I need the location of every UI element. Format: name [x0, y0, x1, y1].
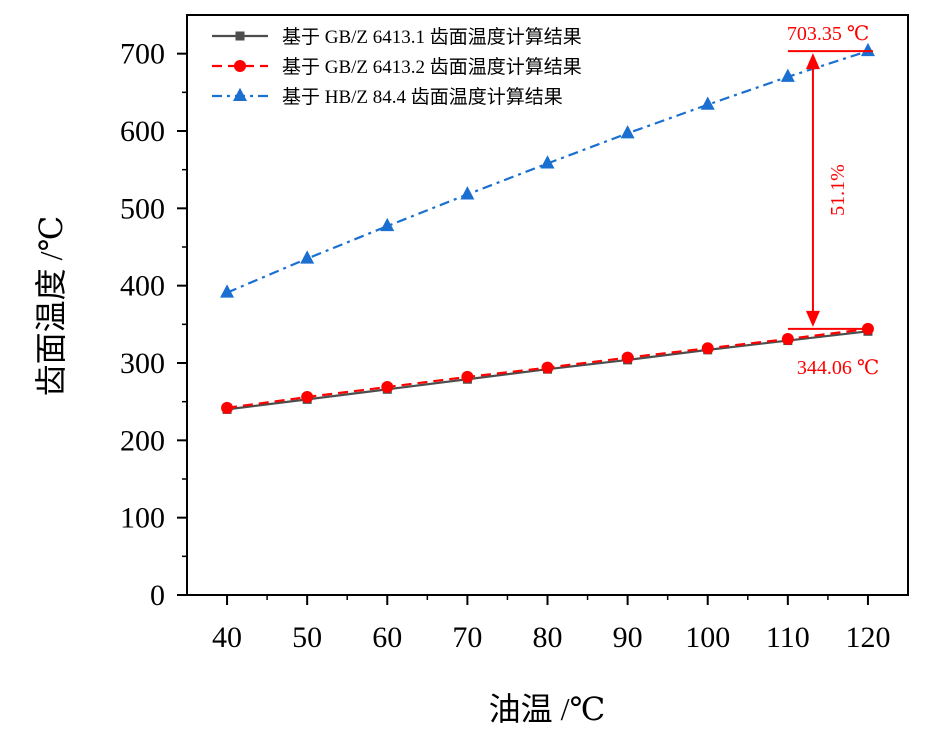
data-point [701, 342, 714, 355]
x-tick-label: 40 [212, 621, 242, 654]
y-tick-label: 500 [120, 192, 165, 225]
data-point [460, 186, 475, 200]
x-tick-label: 50 [292, 621, 322, 654]
y-tick-label: 300 [120, 347, 165, 380]
y-tick-label: 600 [120, 115, 165, 148]
x-tick-label: 110 [766, 621, 810, 654]
legend-marker [235, 31, 245, 41]
legend-marker [233, 87, 247, 102]
data-point [461, 370, 474, 383]
series-layer [220, 42, 875, 414]
data-point [860, 42, 875, 57]
x-tick-label: 70 [452, 621, 482, 654]
y-tick-label: 400 [120, 270, 165, 303]
data-point [541, 361, 554, 374]
annotation-arrowhead-down [805, 310, 820, 327]
annotation-bottom-value: 344.06 ℃ [797, 357, 879, 379]
data-point [221, 401, 234, 414]
data-point [380, 217, 395, 232]
x-tick-label: 60 [372, 621, 402, 654]
data-point [621, 351, 634, 364]
data-point [780, 68, 795, 82]
x-axis-title: 油温 /℃ [489, 691, 606, 727]
annotation-percent: 51.1% [827, 164, 849, 216]
legend-item: 基于 GB/Z 6413.1 齿面温度计算结果 [212, 26, 582, 48]
data-point [220, 284, 235, 298]
data-point [381, 380, 394, 393]
annotation-layer: 703.35 ℃ 344.06 ℃ 51.1% [787, 23, 879, 379]
x-tick-label: 120 [845, 621, 890, 654]
data-point [620, 125, 635, 139]
series-3 [220, 42, 875, 298]
legend-item: 基于 GB/Z 6413.2 齿面温度计算结果 [212, 56, 582, 78]
data-point [540, 155, 555, 169]
y-axis-title: 齿面温度 /℃ [33, 216, 69, 397]
data-point [300, 250, 315, 264]
series-2 [221, 322, 874, 414]
y-tick-label: 200 [120, 424, 165, 457]
y-axis-ticks: 0 100 200 300 400 500 600 700 [120, 38, 187, 612]
legend-marker [234, 60, 246, 72]
y-tick-label: 0 [150, 579, 165, 612]
x-axis-ticks: 40 50 60 70 80 90 100 110 120 [212, 595, 890, 654]
x-tick-label: 90 [613, 621, 643, 654]
data-point [781, 333, 794, 346]
annotation-arrowhead-up [805, 53, 820, 70]
x-tick-label: 80 [533, 621, 563, 654]
data-point [301, 391, 314, 404]
y-tick-label: 700 [120, 38, 165, 71]
legend-label: 基于 GB/Z 6413.2 齿面温度计算结果 [282, 56, 582, 78]
x-tick-label: 100 [685, 621, 730, 654]
legend-item: 基于 HB/Z 84.4 齿面温度计算结果 [212, 86, 563, 108]
legend-label: 基于 GB/Z 6413.1 齿面温度计算结果 [282, 26, 582, 48]
legend-label: 基于 HB/Z 84.4 齿面温度计算结果 [282, 86, 563, 108]
data-point [700, 96, 715, 110]
y-tick-label: 100 [120, 502, 165, 535]
annotation-top-value: 703.35 ℃ [787, 23, 869, 45]
